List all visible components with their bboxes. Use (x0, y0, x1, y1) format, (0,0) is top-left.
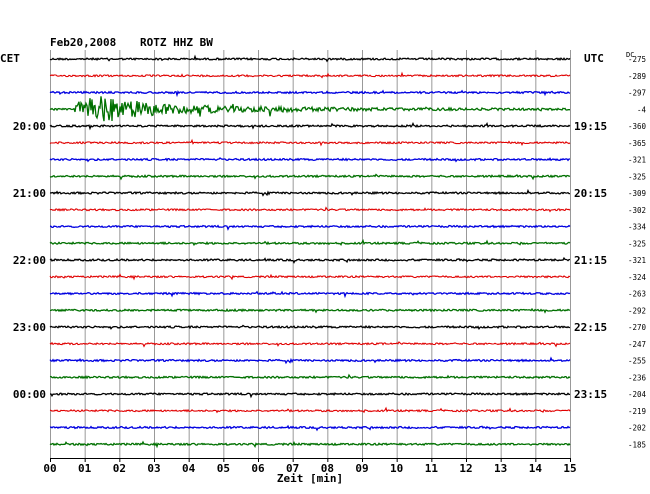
dc-offset-label: -297 (628, 89, 646, 98)
left-hour-label: 23:00 (13, 321, 46, 334)
trace-7 (49, 157, 570, 163)
trace-5 (49, 121, 571, 131)
dc-offset-label: -185 (628, 440, 646, 449)
dc-offset-label: -325 (628, 239, 646, 248)
trace-12 (49, 238, 571, 247)
minute-grid (50, 50, 571, 462)
right-hour-label: 19:15 (574, 120, 607, 133)
trace-16 (49, 307, 571, 314)
dc-label: DC (626, 51, 634, 59)
x-tick-label: 08 (321, 462, 334, 475)
trace-23 (49, 424, 571, 432)
x-tick-label: 13 (494, 462, 507, 475)
x-axis-label: Zeit [min] (277, 472, 343, 485)
trace-17 (49, 324, 570, 331)
dc-offset-label: -202 (628, 424, 646, 433)
left-hour-label: 00:00 (13, 388, 46, 401)
dc-offset-label: -247 (628, 340, 646, 349)
labels: 00 01 02 03 04 05 06 07 08 09 10 11 12 13 14 15 20:00 21:… (13, 55, 647, 475)
x-tick-label: 00 (43, 462, 56, 475)
dc-offset-label: -321 (628, 256, 646, 265)
trace-22 (49, 406, 571, 414)
trace-3 (49, 89, 571, 98)
trace-14 (49, 273, 571, 281)
dc-offset-label: -292 (628, 306, 646, 315)
dc-offset-label: -219 (628, 407, 646, 416)
left-hour-label: 20:00 (13, 120, 46, 133)
trace-21 (50, 391, 571, 399)
trace-1 (49, 54, 571, 63)
trace-9 (49, 188, 570, 197)
x-tick-label: 03 (147, 462, 160, 475)
x-tick-label: 09 (355, 462, 368, 475)
dc-offset-label: -4 (637, 105, 647, 114)
trace-11 (49, 224, 571, 231)
dc-offset-label: -275 (628, 55, 646, 64)
trace-15 (49, 290, 571, 299)
trace-4 (49, 96, 570, 122)
dc-offset-label: -360 (628, 122, 647, 131)
x-tick-label: 10 (390, 462, 403, 475)
x-tick-label: 15 (563, 462, 576, 475)
right-hour-label: 21:15 (574, 254, 607, 267)
trace-13 (49, 256, 571, 264)
right-hour-label: 20:15 (574, 187, 607, 200)
dc-offset-label: -236 (628, 373, 647, 382)
dc-offset-label: -302 (628, 206, 646, 215)
dc-offset-label: -325 (628, 172, 646, 181)
dc-offset-label: -289 (628, 72, 646, 81)
x-tick-label: 06 (251, 462, 265, 475)
dc-offset-label: -309 (628, 189, 646, 198)
left-hour-label: 21:00 (13, 187, 46, 200)
dc-offset-label: -263 (628, 290, 646, 299)
dc-offset-label: -255 (628, 357, 646, 366)
trace-10 (49, 206, 571, 213)
dc-offset-label: -204 (628, 390, 647, 399)
left-timezone-label: CET (0, 52, 20, 65)
traces (49, 54, 571, 449)
left-hour-label: 22:00 (13, 254, 46, 267)
dc-offset-label: -334 (628, 223, 647, 232)
header-date: Feb20,2008 (50, 36, 116, 49)
trace-18 (49, 341, 571, 348)
right-hour-label: 23:15 (574, 388, 607, 401)
header-station: ROTZ HHZ BW (140, 36, 213, 49)
dc-offset-label: -321 (628, 156, 646, 165)
trace-20 (49, 373, 571, 380)
x-tick-label: 07 (286, 462, 299, 475)
right-timezone-label: UTC (584, 52, 604, 65)
trace-24 (49, 440, 571, 449)
dc-offset-label: -365 (628, 139, 646, 148)
x-tick-label: 04 (182, 462, 196, 475)
trace-8 (49, 173, 571, 181)
x-tick-label: 02 (113, 462, 126, 475)
trace-6 (49, 138, 571, 147)
trace-19 (49, 356, 571, 365)
right-hour-label: 22:15 (574, 321, 607, 334)
dc-offset-label: -324 (628, 273, 647, 282)
x-tick-label: 05 (217, 462, 230, 475)
x-tick-label: 11 (425, 462, 439, 475)
x-tick-label: 01 (78, 462, 92, 475)
trace-2 (49, 71, 571, 79)
dc-offset-label: -270 (628, 323, 647, 332)
x-tick-label: 14 (529, 462, 543, 475)
x-tick-label: 12 (459, 462, 472, 475)
